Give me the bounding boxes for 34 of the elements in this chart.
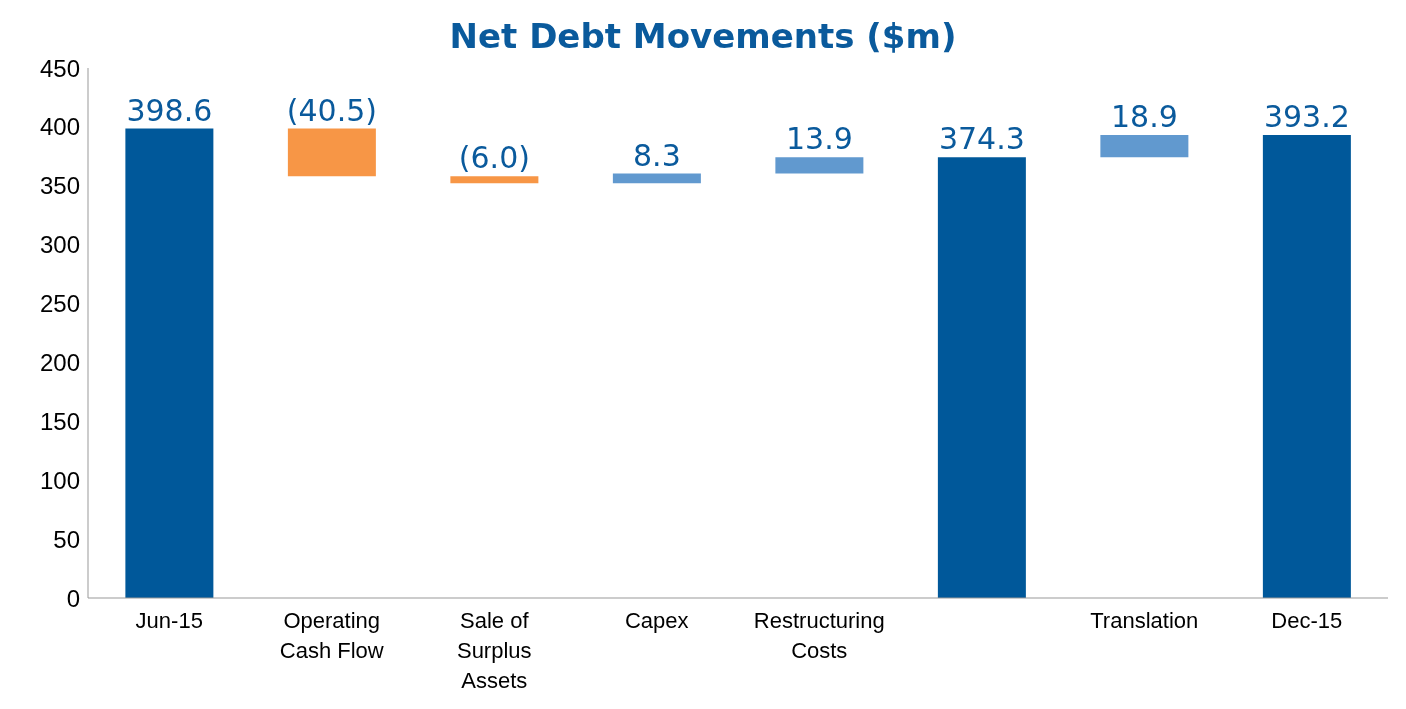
bar — [1100, 134, 1189, 158]
y-tick-label: 50 — [53, 525, 80, 553]
y-tick-label: 450 — [39, 54, 80, 82]
x-tick-label: Restructuring Costs — [753, 608, 885, 663]
data-label: 18.9 — [1110, 98, 1178, 134]
data-label: 8.3 — [633, 137, 681, 173]
bar — [1262, 134, 1351, 598]
y-tick-label: 100 — [39, 466, 80, 494]
y-tick-label: 350 — [39, 172, 80, 200]
data-label: 374.3 — [938, 121, 1025, 157]
bar — [287, 128, 376, 177]
bar — [450, 176, 539, 184]
y-tick-label: 0 — [66, 584, 80, 612]
x-tick-label: Translation — [1090, 608, 1199, 633]
data-label: 13.9 — [785, 121, 853, 157]
data-label: (40.5) — [286, 92, 377, 128]
y-tick-label: 400 — [39, 113, 80, 141]
chart-title: Net Debt Movements ($m) — [448, 16, 958, 56]
x-tick-label: Sale of Surplus Assets — [456, 608, 532, 693]
bar — [937, 157, 1026, 598]
x-tick-label: Jun-15 — [135, 608, 203, 633]
y-tick-label: 200 — [39, 348, 80, 376]
x-tick-label: Capex — [624, 608, 689, 633]
data-label: 398.6 — [126, 92, 213, 128]
bar — [775, 157, 864, 174]
y-tick-label: 250 — [39, 290, 80, 318]
y-tick-label: 300 — [39, 231, 80, 259]
y-tick-label: 150 — [39, 407, 80, 435]
x-tick-label: Operating Cash Flow — [279, 608, 384, 663]
data-label: (6.0) — [458, 140, 530, 176]
bar — [612, 173, 701, 184]
bar — [125, 128, 214, 598]
x-tick-label: Dec-15 — [1271, 608, 1343, 633]
data-label: 393.2 — [1263, 98, 1350, 134]
